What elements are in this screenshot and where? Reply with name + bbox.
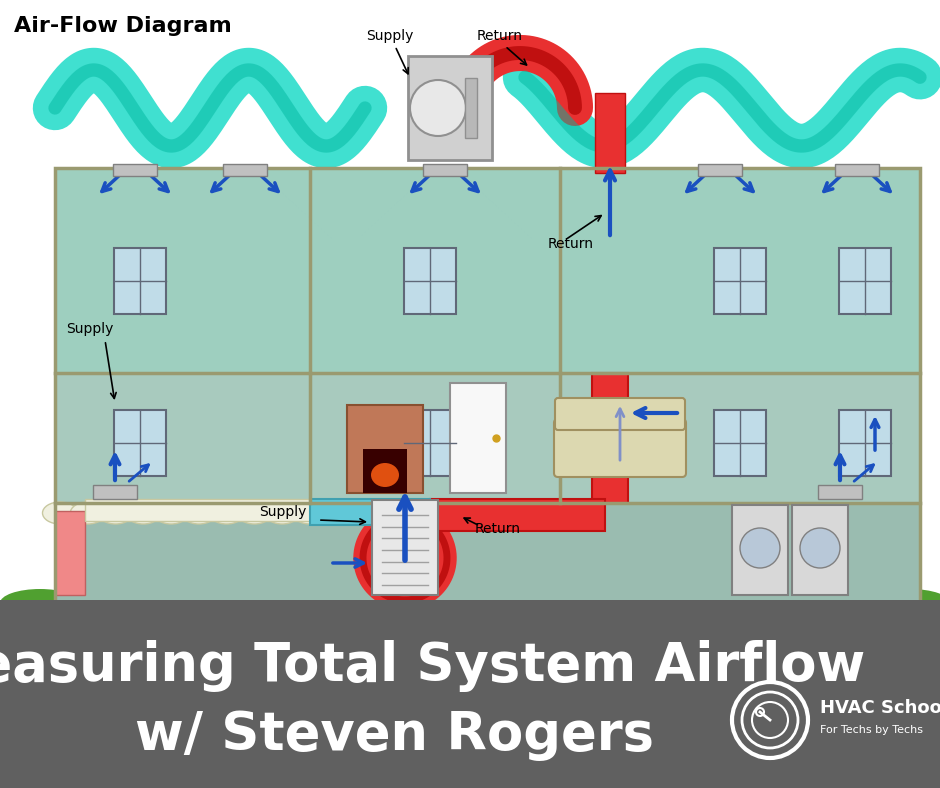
Bar	[68, 603, 112, 629]
Bar	[113, 164, 157, 176]
Bar	[114, 410, 166, 476]
Text: Return: Return	[475, 522, 521, 536]
Bar	[818, 485, 862, 499]
Bar	[404, 410, 456, 476]
Bar	[465, 78, 477, 138]
Bar	[698, 164, 742, 176]
Text: Supply: Supply	[67, 322, 114, 336]
Bar	[347, 405, 423, 493]
Ellipse shape	[70, 502, 105, 524]
Bar	[839, 247, 891, 314]
Ellipse shape	[42, 502, 77, 524]
Text: Supply: Supply	[367, 29, 414, 43]
Bar	[578, 603, 622, 629]
Bar	[858, 603, 902, 629]
Bar	[363, 449, 407, 493]
Ellipse shape	[181, 502, 216, 524]
Bar	[55, 373, 920, 503]
Bar	[55, 511, 85, 595]
Bar	[792, 505, 848, 595]
Bar	[430, 499, 605, 531]
Bar	[288, 603, 332, 629]
Ellipse shape	[210, 502, 244, 524]
Bar	[732, 505, 788, 595]
Bar	[93, 485, 137, 499]
Bar	[85, 499, 325, 521]
Ellipse shape	[98, 502, 133, 524]
Bar	[839, 410, 891, 476]
Ellipse shape	[126, 502, 161, 524]
Bar	[714, 410, 766, 476]
Text: HVAC School: HVAC School	[820, 699, 940, 717]
Ellipse shape	[371, 463, 399, 487]
Bar	[835, 164, 879, 176]
Ellipse shape	[237, 502, 272, 524]
Ellipse shape	[0, 589, 80, 617]
Text: Measuring Total System Airflow: Measuring Total System Airflow	[0, 640, 866, 692]
Circle shape	[740, 528, 780, 568]
FancyBboxPatch shape	[555, 398, 685, 430]
Bar	[450, 383, 506, 493]
FancyBboxPatch shape	[554, 419, 686, 477]
Circle shape	[410, 80, 466, 136]
Bar	[714, 247, 766, 314]
Ellipse shape	[153, 502, 189, 524]
Text: For Techs by Techs: For Techs by Techs	[820, 725, 923, 735]
Bar	[0, 600, 940, 788]
Text: w/ Steven Rogers: w/ Steven Rogers	[135, 709, 654, 761]
Bar	[595, 93, 625, 173]
Bar	[423, 164, 467, 176]
Bar	[0, 0, 940, 168]
Bar	[55, 168, 920, 373]
Bar	[55, 168, 920, 603]
Bar	[55, 503, 920, 603]
Bar	[404, 247, 456, 314]
Ellipse shape	[870, 589, 940, 617]
Text: Return: Return	[548, 237, 594, 251]
Ellipse shape	[265, 502, 300, 524]
Bar	[223, 164, 267, 176]
Text: Supply: Supply	[259, 505, 306, 519]
Bar	[0, 603, 940, 788]
Bar	[310, 499, 430, 525]
Bar	[114, 247, 166, 314]
Ellipse shape	[292, 502, 327, 524]
Bar	[408, 56, 492, 160]
Circle shape	[800, 528, 840, 568]
Bar	[592, 373, 628, 503]
Text: Return: Return	[477, 29, 523, 43]
Text: Air-Flow Diagram: Air-Flow Diagram	[14, 16, 232, 36]
Bar	[372, 500, 438, 595]
